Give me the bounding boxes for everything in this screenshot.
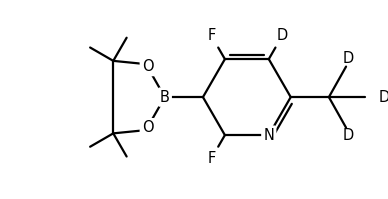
Text: N: N <box>263 128 274 143</box>
Text: O: O <box>142 120 153 135</box>
Text: D: D <box>342 128 353 143</box>
Text: D: D <box>277 28 288 43</box>
Text: B: B <box>160 90 170 105</box>
Text: F: F <box>208 28 216 43</box>
Text: O: O <box>142 59 153 74</box>
Text: D: D <box>379 90 388 105</box>
Text: F: F <box>208 151 216 166</box>
Text: D: D <box>342 52 353 66</box>
